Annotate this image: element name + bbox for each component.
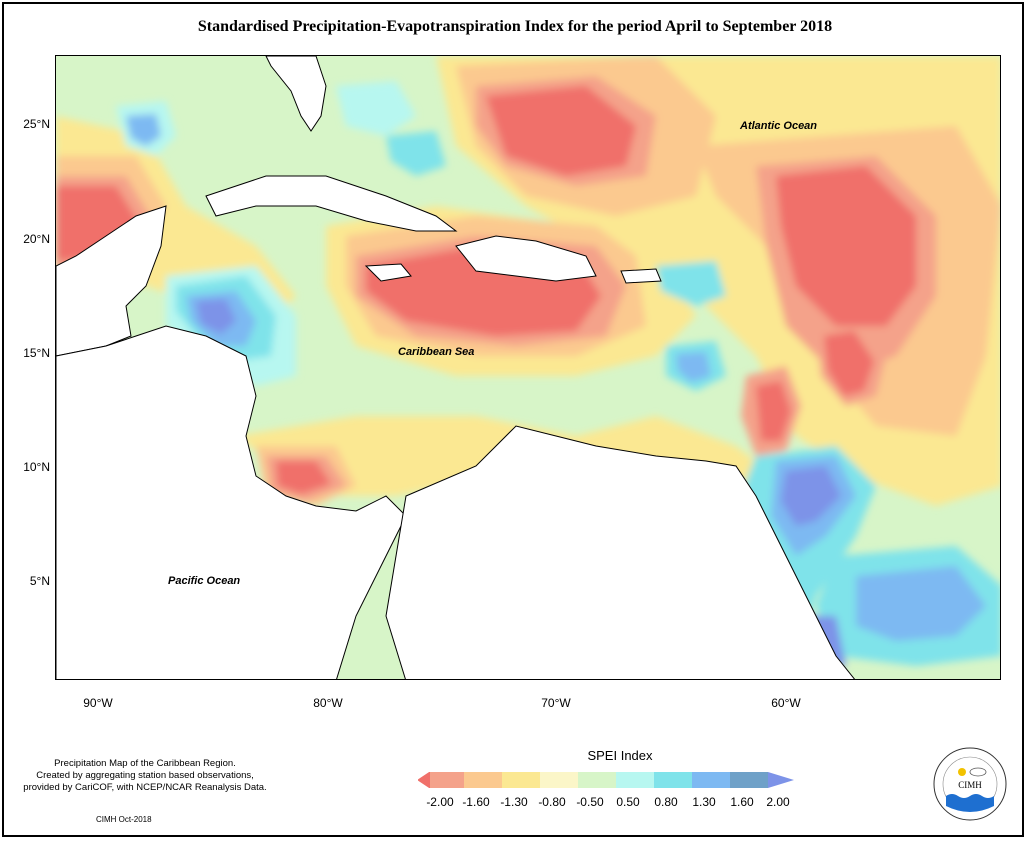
label-pacific-ocean: Pacific Ocean [168, 575, 241, 587]
legend-label: 2.00 [766, 795, 790, 809]
credit-text: Precipitation Map of the Caribbean Regio… [0, 758, 290, 794]
legend-label: -0.50 [576, 795, 604, 809]
y-tick-10n: 10°N [23, 460, 50, 474]
y-tick-20n: 20°N [23, 232, 50, 246]
legend-label: 0.80 [654, 795, 678, 809]
x-tick-90w: 90°W [83, 696, 113, 710]
legend-label: -2.00 [426, 795, 454, 809]
spei-map [55, 55, 1001, 680]
logo-text: CIMH [958, 780, 982, 790]
credit-line-1: Precipitation Map of the Caribbean Regio… [54, 758, 236, 769]
credit-date: CIMH Oct-2018 [96, 815, 152, 824]
x-tick-60w: 60°W [771, 696, 801, 710]
map-canvas [56, 56, 1000, 679]
legend-title: SPEI Index [587, 748, 653, 763]
y-tick-15n: 15°N [23, 346, 50, 360]
x-tick-80w: 80°W [313, 696, 343, 710]
cimh-logo: CIMH [933, 747, 1007, 821]
wave-icon [946, 794, 994, 812]
label-caribbean-sea: Caribbean Sea [398, 346, 475, 358]
label-atlantic-ocean: Atlantic Ocean [740, 120, 818, 132]
legend-label: 0.50 [616, 795, 640, 809]
legend-label: -1.60 [462, 795, 490, 809]
legend-label: -1.30 [500, 795, 528, 809]
cloud-icon [969, 767, 987, 777]
credit-line-2: Created by aggregating station based obs… [36, 770, 254, 781]
legend-label: -0.80 [538, 795, 566, 809]
x-tick-70w: 70°W [541, 696, 571, 710]
y-tick-5n: 5°N [29, 574, 50, 588]
legend-labels: -2.00 -1.60 -1.30 -0.80 -0.50 0.50 0.80 … [426, 795, 789, 809]
map-title: Standardised Precipitation-Evapotranspir… [197, 18, 833, 35]
credit-line-3: provided by CariCOF, with NCEP/NCAR Rean… [23, 782, 267, 793]
sun-icon [958, 768, 966, 776]
legend-label: 1.60 [730, 795, 754, 809]
legend-label: 1.30 [692, 795, 716, 809]
y-tick-25n: 25°N [23, 117, 50, 131]
legend-colorbar [418, 772, 794, 788]
